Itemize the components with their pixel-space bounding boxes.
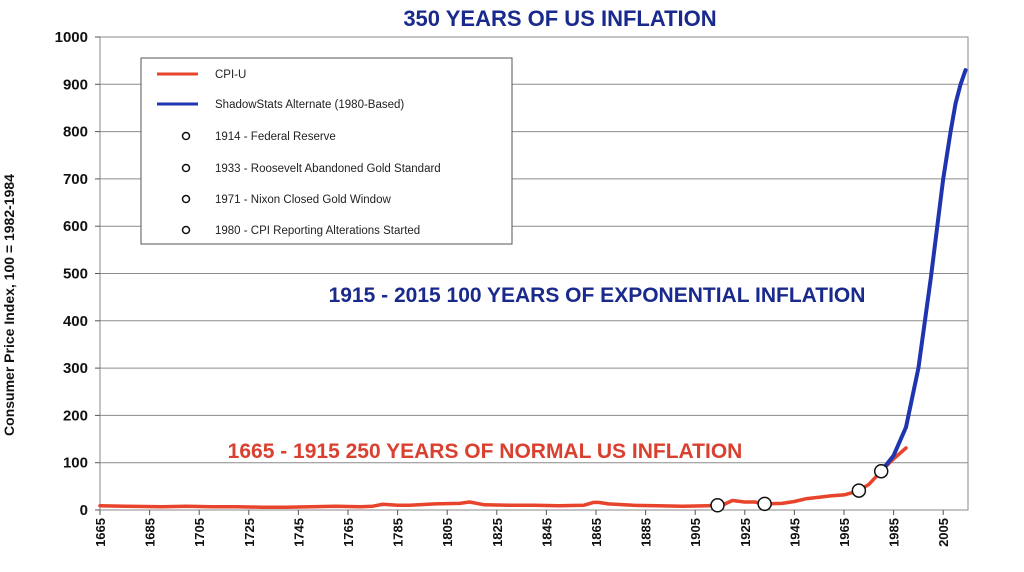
legend-label-1933: 1933 - Roosevelt Abandoned Gold Standard (215, 163, 441, 175)
legend-marker-1914 (181, 131, 191, 141)
x-tick-label: 2005 (936, 518, 951, 547)
y-tick-label: 400 (63, 313, 88, 330)
y-tick-label: 900 (63, 76, 88, 93)
legend-label-1971: 1971 - Nixon Closed Gold Window (215, 194, 391, 206)
y-tick-label: 200 (63, 407, 88, 424)
y-tick-label: 0 (80, 502, 88, 519)
y-tick-label: 600 (63, 218, 88, 235)
x-tick-label: 1985 (887, 518, 902, 547)
legend-label-cpi: CPI-U (215, 69, 246, 81)
x-tick-label: 1785 (391, 518, 406, 547)
legend: CPI-U ShadowStats Alternate (1980-Based)… (140, 57, 513, 245)
y-tick-label: 500 (63, 266, 88, 283)
legend-marker-1933 (181, 163, 191, 173)
x-tick-label: 1925 (738, 518, 753, 547)
x-tick-label: 1825 (490, 518, 505, 547)
legend-label-1914: 1914 - Federal Reserve (215, 131, 336, 143)
legend-box (140, 57, 513, 245)
annotation-normal: 1665 - 1915 250 YEARS OF NORMAL US INFLA… (228, 440, 743, 463)
event-marker-1914 (710, 498, 725, 513)
event-marker-1933 (757, 496, 772, 512)
y-axis-label: Consumer Price Index, 100 = 1982-1984 (1, 174, 17, 436)
event-marker-1971 (851, 483, 867, 498)
legend-marker-1980 (181, 225, 191, 235)
x-tick-label: 1905 (688, 518, 703, 547)
y-tick-label: 800 (63, 124, 88, 141)
x-tick-label: 1705 (192, 518, 207, 547)
event-marker-1980 (873, 463, 889, 479)
legend-marker-1971 (181, 194, 191, 204)
x-tick-label: 1945 (787, 518, 802, 547)
x-tick-label: 1805 (440, 518, 455, 547)
x-tick-label: 1865 (589, 518, 604, 547)
y-tick-label: 100 (63, 455, 88, 472)
legend-label-1980: 1980 - CPI Reporting Alterations Started (215, 225, 420, 237)
series-line-shadowstats (879, 68, 968, 474)
x-tick-label: 1965 (837, 518, 852, 547)
x-tick-label: 1885 (639, 518, 654, 547)
x-tick-label: 1765 (341, 518, 356, 547)
y-tick-label: 1000 (55, 29, 88, 46)
x-tick-label: 1745 (291, 518, 306, 547)
annotation-exponential: 1915 - 2015 100 YEARS OF EXPONENTIAL INF… (329, 284, 866, 307)
y-tick-label: 300 (63, 360, 88, 377)
legend-label-shadowstats: ShadowStats Alternate (1980-Based) (215, 99, 404, 111)
x-tick-label: 1665 (93, 518, 108, 547)
x-tick-label: 1845 (539, 518, 554, 547)
series-line-cpi-u (98, 446, 908, 509)
y-tick-label: 700 (63, 171, 88, 188)
x-tick-label: 1685 (143, 518, 158, 547)
chart-title: 350 YEARS OF US INFLATION (403, 6, 716, 31)
x-tick-label: 1725 (242, 518, 257, 547)
